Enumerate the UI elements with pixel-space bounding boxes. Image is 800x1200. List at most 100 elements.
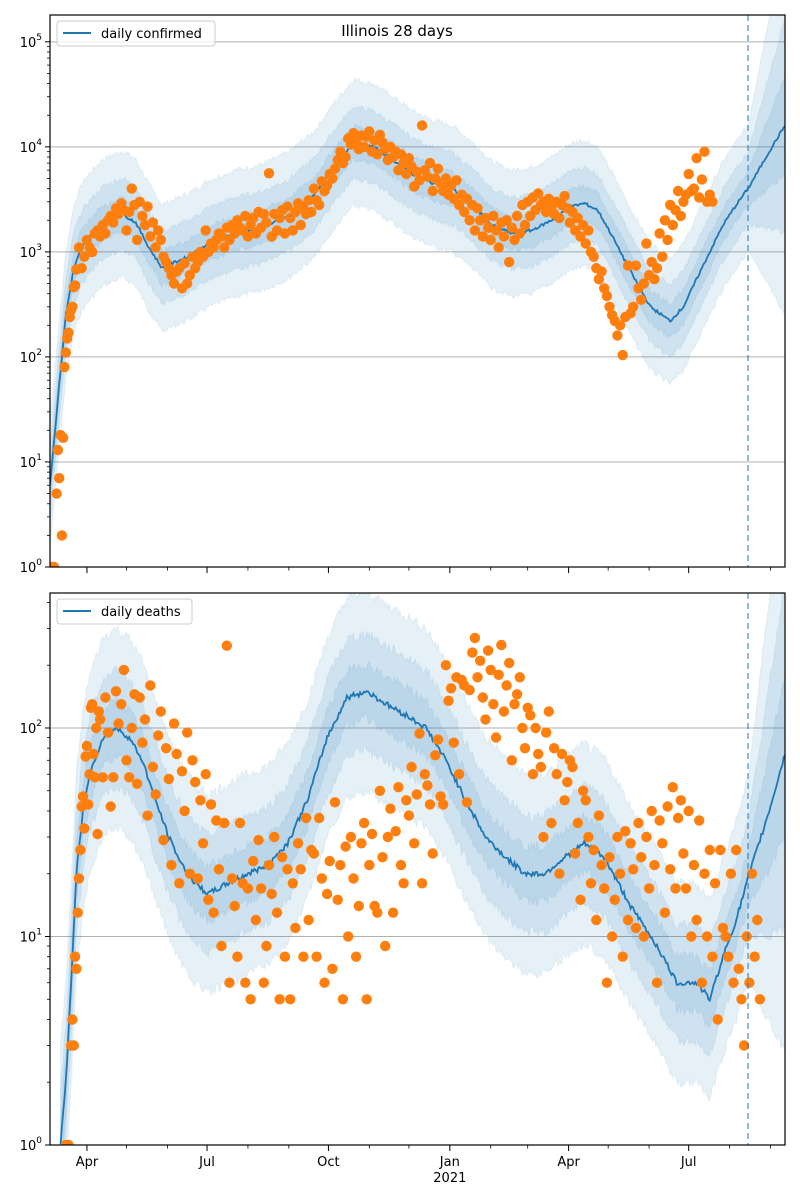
- confirmed-plot-area: [50, 15, 785, 567]
- observed-point: [746, 868, 758, 879]
- observed-point: [308, 183, 320, 194]
- observed-point: [559, 795, 570, 806]
- observed-point: [506, 755, 517, 766]
- observed-point: [675, 795, 686, 806]
- observed-point: [717, 922, 729, 934]
- observed-point: [287, 225, 298, 236]
- observed-point: [324, 855, 335, 867]
- observed-point: [570, 848, 581, 859]
- observed-point: [81, 740, 93, 752]
- observed-point: [401, 795, 412, 806]
- observed-point: [646, 805, 657, 817]
- observed-point: [480, 212, 491, 224]
- observed-point: [530, 722, 541, 734]
- observed-point: [145, 231, 156, 242]
- observed-point: [538, 831, 549, 843]
- observed-point: [393, 782, 404, 793]
- observed-point: [75, 844, 86, 856]
- observed-point: [596, 266, 607, 277]
- observed-point: [630, 260, 642, 271]
- observed-point: [490, 732, 502, 743]
- observed-point: [509, 699, 520, 710]
- observed-point: [79, 823, 90, 834]
- observed-point: [248, 855, 259, 867]
- observed-point: [372, 907, 383, 918]
- confirmed-y-axis: 100 101 102 103 104 105: [20, 33, 50, 576]
- observed-point: [87, 246, 98, 258]
- observed-point: [662, 234, 673, 246]
- observed-point: [707, 951, 718, 962]
- observed-point: [601, 290, 613, 302]
- observed-point: [197, 838, 209, 849]
- observed-point: [261, 217, 272, 228]
- observed-point: [124, 772, 135, 783]
- observed-point: [493, 669, 504, 680]
- observed-point: [752, 914, 763, 926]
- observed-point: [696, 174, 708, 185]
- observed-point: [654, 228, 665, 239]
- observed-point: [672, 812, 684, 824]
- observed-point: [224, 977, 235, 988]
- observed-point: [511, 689, 523, 700]
- observed-point: [625, 838, 636, 849]
- observed-point: [319, 977, 330, 988]
- observed-point: [364, 126, 375, 137]
- observed-point: [277, 852, 288, 863]
- observed-point: [348, 873, 359, 884]
- observed-point: [51, 488, 62, 499]
- observed-point: [401, 168, 412, 180]
- observed-point: [723, 951, 734, 962]
- observed-point: [641, 238, 652, 249]
- observed-point: [609, 894, 620, 905]
- observed-point: [258, 977, 269, 988]
- observed-point: [258, 208, 269, 220]
- observed-point: [229, 900, 240, 912]
- observed-point: [116, 699, 127, 710]
- observed-point: [577, 785, 589, 796]
- observed-point: [504, 256, 515, 268]
- observed-point: [488, 699, 499, 710]
- observed-point: [688, 859, 700, 871]
- observed-point: [657, 838, 668, 849]
- observed-point: [395, 149, 407, 160]
- observed-point: [422, 171, 433, 182]
- observed-point: [638, 931, 649, 942]
- observed-point: [475, 655, 486, 666]
- observed-point: [374, 785, 386, 796]
- confirmed-panel: 100 101 102 103 104 105 Illinois 28 days dail…: [20, 14, 786, 576]
- x-tick-label: Jul: [198, 1155, 215, 1170]
- observed-point: [741, 931, 752, 942]
- observed-point: [160, 743, 172, 754]
- observed-point: [583, 225, 594, 236]
- observed-point: [691, 914, 702, 926]
- observed-point: [699, 146, 710, 157]
- observed-point: [448, 737, 459, 748]
- observed-point: [472, 203, 483, 214]
- observed-point: [139, 219, 151, 231]
- x-tick-label: Apr: [557, 1155, 580, 1170]
- y-tick-label: 100: [20, 1136, 43, 1154]
- observed-point: [525, 710, 536, 721]
- y-tick-label: 103: [20, 243, 42, 261]
- observed-point: [712, 1014, 723, 1025]
- observed-point: [490, 225, 502, 236]
- observed-point: [327, 173, 338, 184]
- observed-point: [240, 210, 251, 222]
- observed-point: [546, 817, 557, 829]
- observed-point: [361, 994, 372, 1005]
- observed-point: [382, 831, 393, 843]
- observed-point: [108, 772, 119, 783]
- observed-point: [395, 859, 407, 871]
- observed-point: [113, 718, 124, 729]
- observed-point: [126, 183, 137, 194]
- observed-point: [54, 473, 65, 484]
- observed-point: [69, 951, 81, 962]
- observed-point: [427, 848, 438, 859]
- x-tick-year-label: 2021: [433, 1171, 466, 1186]
- observed-point: [651, 263, 663, 274]
- observed-point: [63, 327, 74, 338]
- observed-point: [52, 444, 64, 456]
- observed-point: [543, 193, 554, 204]
- observed-point: [614, 320, 626, 331]
- observed-point: [501, 680, 512, 691]
